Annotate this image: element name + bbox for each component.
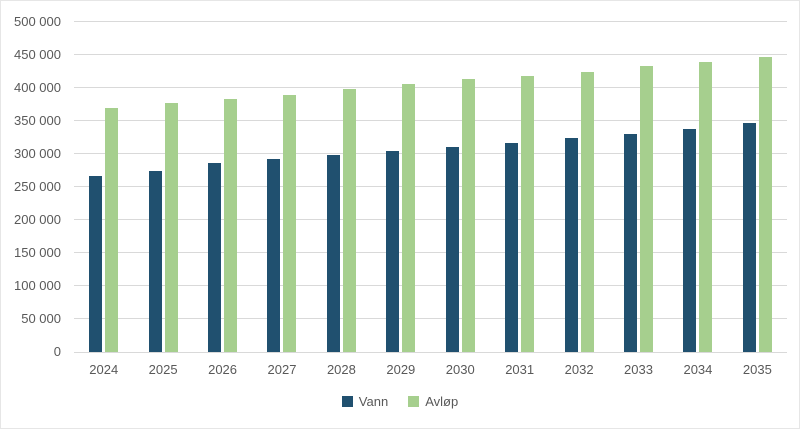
bar-vann bbox=[564, 137, 578, 352]
x-tick-label: 2026 bbox=[208, 362, 238, 377]
bar-group bbox=[252, 22, 311, 352]
gridline bbox=[74, 219, 787, 220]
y-tick-label: 0 bbox=[53, 344, 61, 359]
gridline bbox=[74, 186, 787, 187]
x-tick-label: 2027 bbox=[267, 362, 297, 377]
bar-group bbox=[74, 22, 133, 352]
bar-vann bbox=[208, 163, 222, 352]
bar-avlop bbox=[105, 107, 119, 352]
y-tick-label: 500 000 bbox=[14, 14, 61, 29]
bar-vann bbox=[267, 159, 281, 352]
y-tick-label: 100 000 bbox=[14, 278, 61, 293]
y-tick-label: 450 000 bbox=[14, 47, 61, 62]
bar-avlop bbox=[402, 84, 416, 352]
bar-group bbox=[490, 22, 549, 352]
gridline bbox=[74, 120, 787, 121]
gridline bbox=[74, 285, 787, 286]
bar-avlop bbox=[758, 56, 772, 352]
bar-vann bbox=[505, 143, 519, 352]
gridline bbox=[74, 252, 787, 253]
legend-item-vann: Vann bbox=[341, 394, 389, 409]
x-tick-label: 2035 bbox=[742, 362, 772, 377]
y-tick-label: 50 000 bbox=[21, 311, 61, 326]
plot-area bbox=[74, 21, 787, 353]
bar-vann bbox=[326, 154, 340, 352]
y-tick-label: 400 000 bbox=[14, 80, 61, 95]
legend-item-avlop: Avløp bbox=[408, 394, 458, 409]
bar-group bbox=[431, 22, 490, 352]
gridline bbox=[74, 21, 787, 22]
gridline bbox=[74, 153, 787, 154]
bar-avlop bbox=[342, 88, 356, 352]
x-tick-label: 2031 bbox=[505, 362, 535, 377]
bar-group bbox=[193, 22, 252, 352]
legend-swatch-vann bbox=[341, 396, 353, 407]
x-tick-label: 2029 bbox=[386, 362, 416, 377]
x-tick-label: 2033 bbox=[624, 362, 653, 377]
y-tick-label: 150 000 bbox=[14, 245, 61, 260]
x-tick-label: 2028 bbox=[326, 362, 356, 377]
x-tick-label: 2032 bbox=[564, 362, 594, 377]
x-tick-label: 2024 bbox=[89, 362, 119, 377]
bar-avlop bbox=[164, 103, 178, 352]
bar-avlop bbox=[521, 76, 535, 352]
bar-avlop bbox=[224, 99, 238, 352]
legend: Vann Avløp bbox=[1, 394, 799, 409]
legend-label-vann: Vann bbox=[358, 394, 389, 409]
y-tick-label: 200 000 bbox=[14, 212, 61, 227]
x-tick-label: 2030 bbox=[445, 362, 475, 377]
x-tick-label: 2034 bbox=[683, 362, 713, 377]
y-tick-label: 350 000 bbox=[14, 113, 61, 128]
gridline bbox=[74, 54, 787, 55]
y-tick-label: 250 000 bbox=[14, 179, 61, 194]
bar-group bbox=[728, 22, 787, 352]
bar-vann bbox=[148, 171, 162, 352]
bar-group bbox=[133, 22, 192, 352]
bar-avlop bbox=[283, 94, 297, 352]
bar-vann bbox=[386, 151, 400, 352]
bar-group bbox=[549, 22, 608, 352]
bar-group bbox=[312, 22, 371, 352]
bar-vann bbox=[624, 134, 637, 352]
bar-vann bbox=[742, 122, 756, 352]
bar-avlop bbox=[640, 66, 653, 352]
bar-vann bbox=[445, 146, 459, 352]
bar-vann bbox=[89, 176, 103, 352]
y-tick-label: 300 000 bbox=[14, 146, 61, 161]
bar-group bbox=[668, 22, 727, 352]
bar-vann bbox=[683, 128, 697, 352]
x-axis: 2024 2025 2026 2027 2028 2029 2030 2031 2032 2033… bbox=[74, 362, 787, 377]
legend-label-avlop: Avløp bbox=[425, 394, 459, 409]
bar-group bbox=[371, 22, 430, 352]
gridline bbox=[74, 318, 787, 319]
legend-swatch-avlop bbox=[408, 396, 420, 407]
bar-avlop bbox=[699, 61, 713, 352]
gridline bbox=[74, 87, 787, 88]
x-tick-label: 2025 bbox=[148, 362, 178, 377]
bar-avlop bbox=[461, 78, 475, 352]
bar-avlop bbox=[580, 72, 594, 352]
bar-group bbox=[609, 22, 668, 352]
